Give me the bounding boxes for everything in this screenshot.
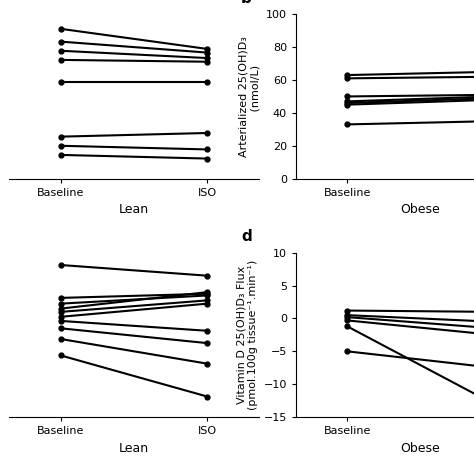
- X-axis label: Lean: Lean: [119, 203, 149, 216]
- Y-axis label: Arterialized 25(OH)D₃
     (nmol/L): Arterialized 25(OH)D₃ (nmol/L): [239, 36, 260, 157]
- X-axis label: Lean: Lean: [119, 442, 149, 455]
- X-axis label: Obese: Obese: [401, 203, 440, 216]
- Text: b: b: [241, 0, 252, 6]
- Text: d: d: [241, 229, 252, 245]
- X-axis label: Obese: Obese: [401, 442, 440, 455]
- Y-axis label: Vitamin D 25(OH)D₃ Flux
(pmol.100g tissue⁻¹.min⁻¹): Vitamin D 25(OH)D₃ Flux (pmol.100g tissu…: [237, 260, 258, 410]
